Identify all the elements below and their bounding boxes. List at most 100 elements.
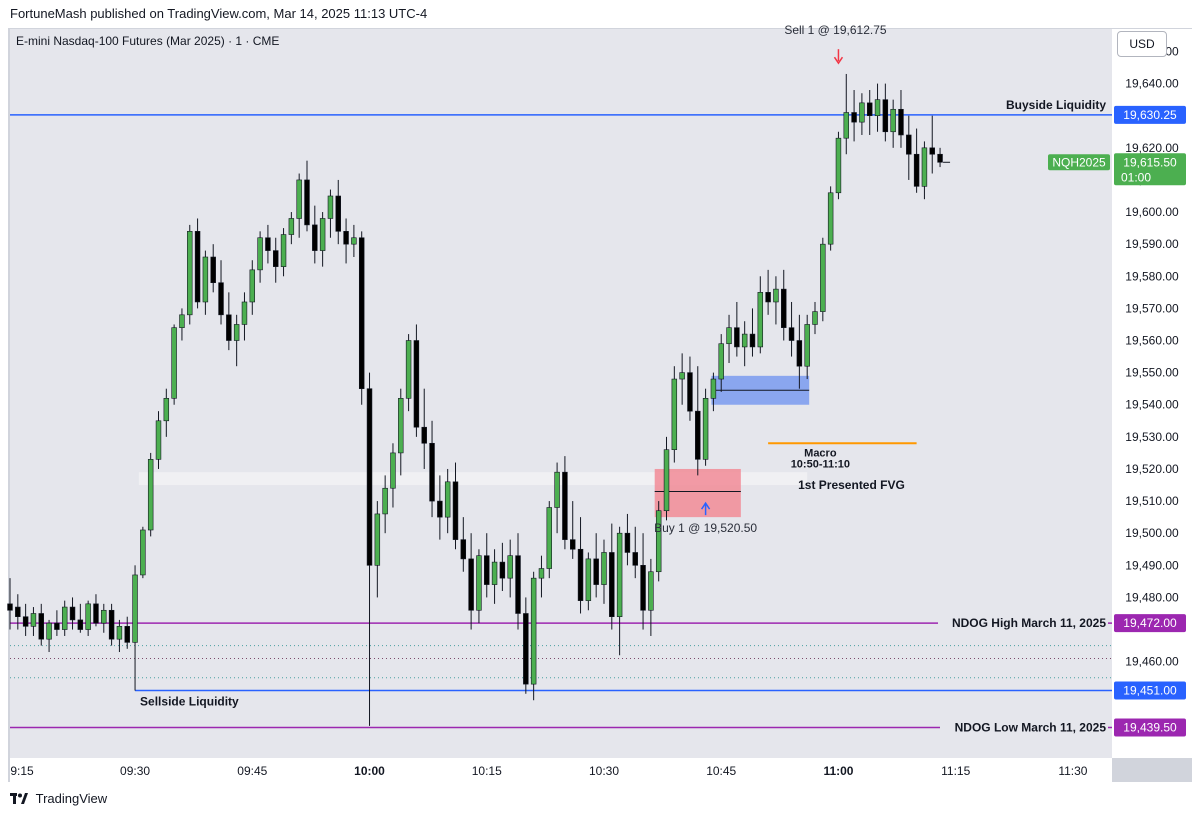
candle-body [624,532,631,553]
candle-body [147,459,154,531]
candle-body [288,218,295,235]
candle-body [554,471,560,508]
candle-body [570,539,576,550]
candle-body [741,333,748,348]
candle-body [265,237,271,251]
candle-body [663,449,670,512]
candle-body [304,179,310,226]
candle-body [312,224,318,251]
symbol-label: NQH2025 [1052,155,1106,169]
candle-body [874,99,881,117]
currency-button[interactable]: USD [1117,31,1167,57]
candle-body [749,333,756,348]
price-tick-label: 19,570.00 [1125,301,1179,315]
candle-body [695,410,701,460]
price-tick-label: 19,590.00 [1125,237,1179,251]
candle-body [124,626,130,643]
candle-body [632,552,638,566]
candle-body [765,292,771,303]
publish-text: FortuneMash published on TradingView.com… [10,6,428,21]
candle-body [390,452,396,489]
candle-body [280,234,287,267]
candle-body [866,102,873,117]
candle-body [851,112,857,123]
candle-body [898,108,904,136]
candle-body [7,603,13,611]
candle-body [757,292,764,348]
candle-body [476,555,482,611]
candle-body [788,327,795,341]
buy-trade-label: Buy 1 @ 19,520.50 [654,521,757,535]
price-tick-label: 19,530.00 [1125,430,1179,444]
candle-body [421,426,427,444]
candle-body [538,568,545,579]
candle-body [22,616,29,627]
label-bg [938,614,1108,633]
level-price-label: 19,630.25 [1123,108,1177,122]
candle-body [546,507,552,569]
time-tick-label: 10:00 [354,764,385,778]
candle-body [655,510,662,573]
macro-window: 10:50-11:10 [791,458,850,470]
candle-body [937,153,943,163]
sell-trade-label: Sell 1 @ 19,612.75 [784,23,887,37]
candle-body [601,552,607,585]
candle-body [921,147,928,187]
candle-body [273,250,279,267]
candle-body [343,231,349,245]
ndog-low-label: NDOG Low March 11, 2025 [955,720,1107,734]
candle-body [202,256,209,303]
price-axis [1112,29,1192,758]
time-tick-label: 10:30 [589,764,619,778]
candle-body [241,301,248,325]
candle-body [609,552,615,617]
candle-body [679,372,685,380]
time-tick-label: 11:15 [941,764,970,778]
candle-body [890,108,896,133]
candle-body [781,288,787,328]
candle-body [335,195,341,232]
plot-area[interactable] [10,29,1112,758]
fvg-band [138,472,808,486]
candle-body [163,398,170,422]
price-tick-label: 19,560.00 [1125,334,1179,348]
label-bg [940,718,1108,737]
time-tick-label: 10:45 [706,764,736,778]
candle-body [38,613,44,640]
candle-body [585,558,592,601]
candle-body [718,343,724,380]
fvg-label: 1st Presented FVG [798,478,905,492]
candle-body [405,340,412,399]
price-tick-label: 19,460.00 [1125,655,1179,669]
buyside-liquidity-label: Buyside Liquidity [1006,98,1106,112]
price-tick-label: 19,480.00 [1125,590,1179,604]
candle-body [218,282,224,316]
candle-body [210,256,216,284]
candle-body [648,571,654,611]
candle-body [108,609,115,640]
candle-body [593,558,599,585]
price-tick-label: 19,500.00 [1125,526,1179,540]
candle-body [726,327,732,345]
tradingview-footer[interactable]: TradingView [10,790,107,810]
candle-body [523,613,529,685]
candle-body [101,609,107,624]
candle-body [444,481,451,518]
candle-body [734,327,740,348]
candle-body [226,314,232,341]
candle-body [530,577,537,685]
level-price-tag [1114,681,1186,700]
time-tick-label: 11:00 [823,764,853,778]
candle-body [827,192,834,245]
price-tick-label: 19,600.00 [1125,205,1179,219]
candle-body [374,513,381,566]
candle-body [577,548,584,601]
candle-body [233,324,240,341]
level-price-tag [1114,105,1186,124]
candle-body [179,314,185,328]
last-price-label: 19,615.50 [1123,155,1177,169]
candle-body [882,99,889,133]
level-price-tag [1114,718,1186,737]
candle-body [859,102,865,123]
